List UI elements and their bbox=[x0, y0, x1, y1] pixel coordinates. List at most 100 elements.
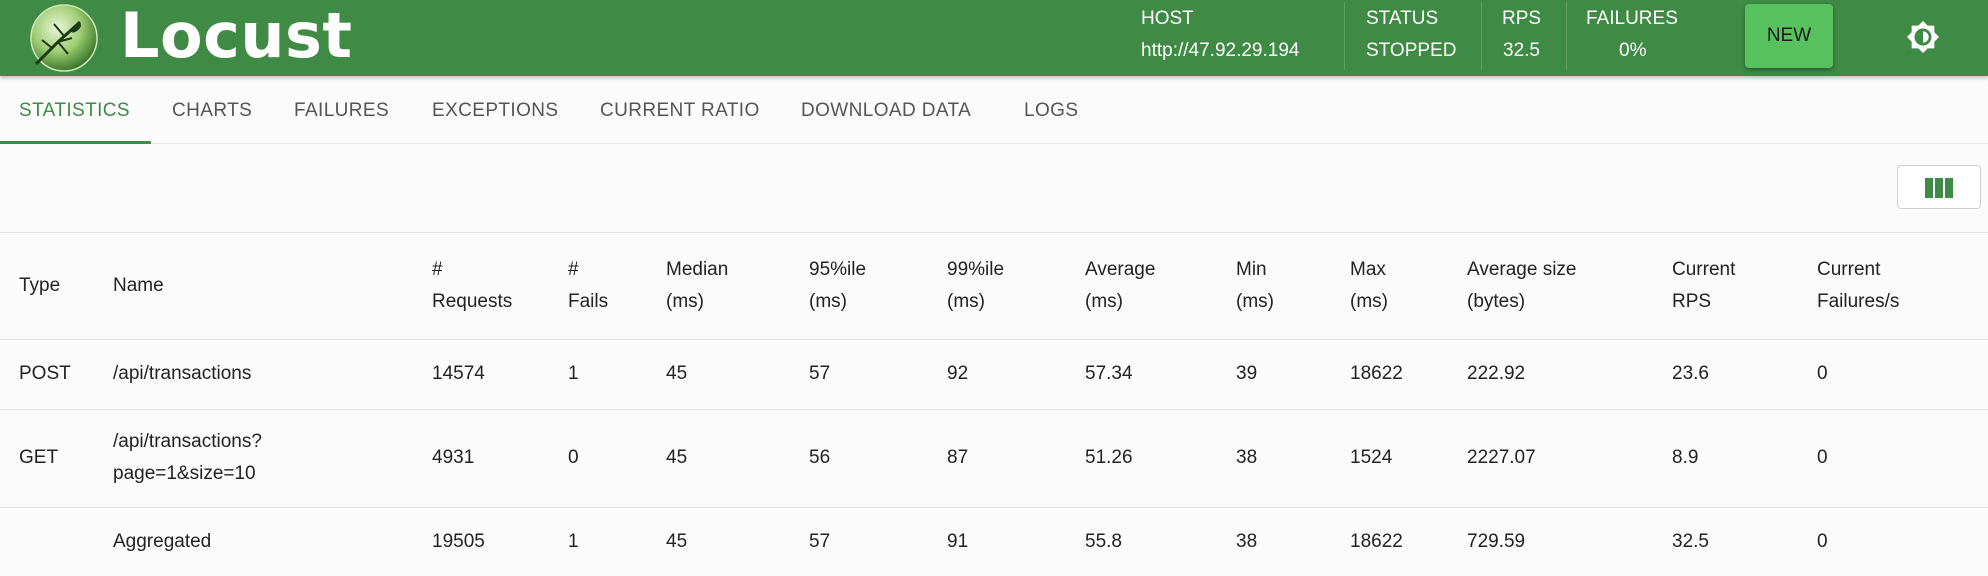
column-header-fails-line: # bbox=[568, 259, 579, 280]
column-header-type: Type bbox=[19, 270, 60, 302]
column-header-min: Min (ms) bbox=[1236, 254, 1274, 318]
column-header-p95: 95%ile (ms) bbox=[809, 254, 866, 318]
cell-avg-size-line: 2227.07 bbox=[1467, 447, 1536, 468]
column-header-median: Median (ms) bbox=[666, 254, 728, 318]
cell-max-line: 1524 bbox=[1350, 447, 1393, 468]
cell-name: Aggregated bbox=[113, 526, 211, 558]
cell-requests: 19505 bbox=[432, 526, 485, 558]
host-label: HOST bbox=[1141, 8, 1194, 29]
cell-p99-line: 87 bbox=[947, 447, 969, 468]
cell-current-rps: 32.5 bbox=[1672, 526, 1709, 558]
cell-current-failures-line: 0 bbox=[1817, 531, 1828, 552]
rps-stat: RPS 32.5 bbox=[1502, 0, 1562, 76]
cell-median-line: 45 bbox=[666, 447, 688, 468]
column-selector-button[interactable] bbox=[1897, 165, 1981, 209]
cell-median-line: 45 bbox=[666, 363, 688, 384]
column-header-current-rps-line: RPS bbox=[1672, 291, 1712, 312]
cell-current-rps: 8.9 bbox=[1672, 442, 1698, 474]
column-header-min-line: (ms) bbox=[1236, 291, 1274, 312]
new-test-button[interactable]: NEW bbox=[1745, 4, 1833, 68]
cell-p95: 56 bbox=[809, 442, 830, 474]
cell-min: 38 bbox=[1236, 442, 1257, 474]
app-header: Locust HOST http://47.92.29.194 STATUS S… bbox=[0, 0, 1988, 76]
tab-exceptions[interactable]: EXCEPTIONS bbox=[432, 100, 559, 121]
column-header-current-rps-line: Current bbox=[1672, 259, 1736, 280]
column-header-max: Max (ms) bbox=[1350, 254, 1388, 318]
column-header-type-line: Type bbox=[19, 275, 61, 296]
cell-requests-line: 14574 bbox=[432, 363, 485, 384]
cell-fails-line: 1 bbox=[568, 363, 579, 384]
column-header-average-line: Average bbox=[1085, 259, 1156, 280]
cell-min-line: 39 bbox=[1236, 363, 1258, 384]
host-stat: HOST http://47.92.29.194 bbox=[1141, 0, 1341, 76]
cell-median: 45 bbox=[666, 358, 687, 390]
cell-min-line: 38 bbox=[1236, 447, 1258, 468]
cell-max: 18622 bbox=[1350, 526, 1403, 558]
app-title: Locust bbox=[120, 0, 353, 72]
cell-p95-line: 56 bbox=[809, 447, 831, 468]
cell-avg-size-line: 729.59 bbox=[1467, 531, 1526, 552]
cell-name-line: /api/transactions bbox=[113, 363, 252, 384]
status-label: STATUS bbox=[1366, 8, 1439, 29]
cell-requests-line: 19505 bbox=[432, 531, 485, 552]
cell-current-failures: 0 bbox=[1817, 358, 1828, 390]
cell-type-line: GET bbox=[19, 447, 59, 468]
cell-min-line: 38 bbox=[1236, 531, 1258, 552]
column-header-requests-line: # bbox=[432, 259, 443, 280]
tab-statistics[interactable]: STATISTICS bbox=[19, 100, 130, 121]
cell-avg-size: 222.92 bbox=[1467, 358, 1525, 390]
cell-median: 45 bbox=[666, 442, 687, 474]
table-row-divider bbox=[0, 232, 1988, 233]
cell-p99-line: 92 bbox=[947, 363, 969, 384]
cell-p95-line: 57 bbox=[809, 531, 831, 552]
cell-min: 38 bbox=[1236, 526, 1257, 558]
column-header-p99-line: (ms) bbox=[947, 291, 985, 312]
cell-requests: 14574 bbox=[432, 358, 485, 390]
column-header-name-line: Name bbox=[113, 275, 164, 296]
cell-p95-line: 57 bbox=[809, 363, 831, 384]
column-header-requests: # Requests bbox=[432, 254, 512, 318]
host-value: http://47.92.29.194 bbox=[1141, 40, 1300, 61]
column-header-median-line: Median bbox=[666, 259, 729, 280]
column-header-fails: # Fails bbox=[568, 254, 608, 318]
column-header-average-line: (ms) bbox=[1085, 291, 1123, 312]
tab-current-ratio[interactable]: CURRENT RATIO bbox=[600, 100, 760, 121]
cell-avg-size: 2227.07 bbox=[1467, 442, 1536, 474]
column-header-current-failures-line: Current bbox=[1817, 259, 1881, 280]
tab-logs[interactable]: LOGS bbox=[1024, 100, 1079, 121]
cell-current-rps-line: 8.9 bbox=[1672, 447, 1699, 468]
statistics-table: Type Name # Requests # Fails Median (ms) 95%ile (… bbox=[0, 232, 1988, 576]
cell-name-line: /api/transactions? bbox=[113, 431, 262, 452]
column-header-average: Average (ms) bbox=[1085, 254, 1155, 318]
brightness-icon[interactable] bbox=[1906, 20, 1940, 54]
cell-name: /api/transactions? page=1&size=10 bbox=[113, 426, 262, 490]
cell-name-line: page=1&size=10 bbox=[113, 463, 256, 484]
cell-current-failures: 0 bbox=[1817, 526, 1828, 558]
column-header-p95-line: (ms) bbox=[809, 291, 847, 312]
cell-requests-line: 4931 bbox=[432, 447, 475, 468]
cell-p95: 57 bbox=[809, 526, 830, 558]
failures-value: 0% bbox=[1619, 40, 1647, 61]
tab-download-data[interactable]: DOWNLOAD DATA bbox=[801, 100, 972, 121]
cell-p99: 92 bbox=[947, 358, 968, 390]
cell-average: 51.26 bbox=[1085, 442, 1133, 474]
status-stat: STATUS STOPPED bbox=[1366, 0, 1476, 76]
tab-charts[interactable]: CHARTS bbox=[172, 100, 253, 121]
cell-name-line: Aggregated bbox=[113, 531, 212, 552]
cell-fails-line: 1 bbox=[568, 531, 579, 552]
cell-min: 39 bbox=[1236, 358, 1257, 390]
table-row-divider bbox=[0, 409, 1988, 410]
cell-average: 57.34 bbox=[1085, 358, 1133, 390]
cell-p99: 87 bbox=[947, 442, 968, 474]
cell-current-failures-line: 0 bbox=[1817, 447, 1828, 468]
table-row-divider bbox=[0, 339, 1988, 340]
column-header-current-rps: Current RPS bbox=[1672, 254, 1735, 318]
tab-failures[interactable]: FAILURES bbox=[294, 100, 390, 121]
cell-type-line: POST bbox=[19, 363, 71, 384]
cell-fails: 1 bbox=[568, 526, 579, 558]
cell-fails: 1 bbox=[568, 358, 579, 390]
cell-p95: 57 bbox=[809, 358, 830, 390]
locust-logo-icon bbox=[30, 4, 98, 72]
cell-requests: 4931 bbox=[432, 442, 474, 474]
table-row-divider bbox=[0, 507, 1988, 508]
